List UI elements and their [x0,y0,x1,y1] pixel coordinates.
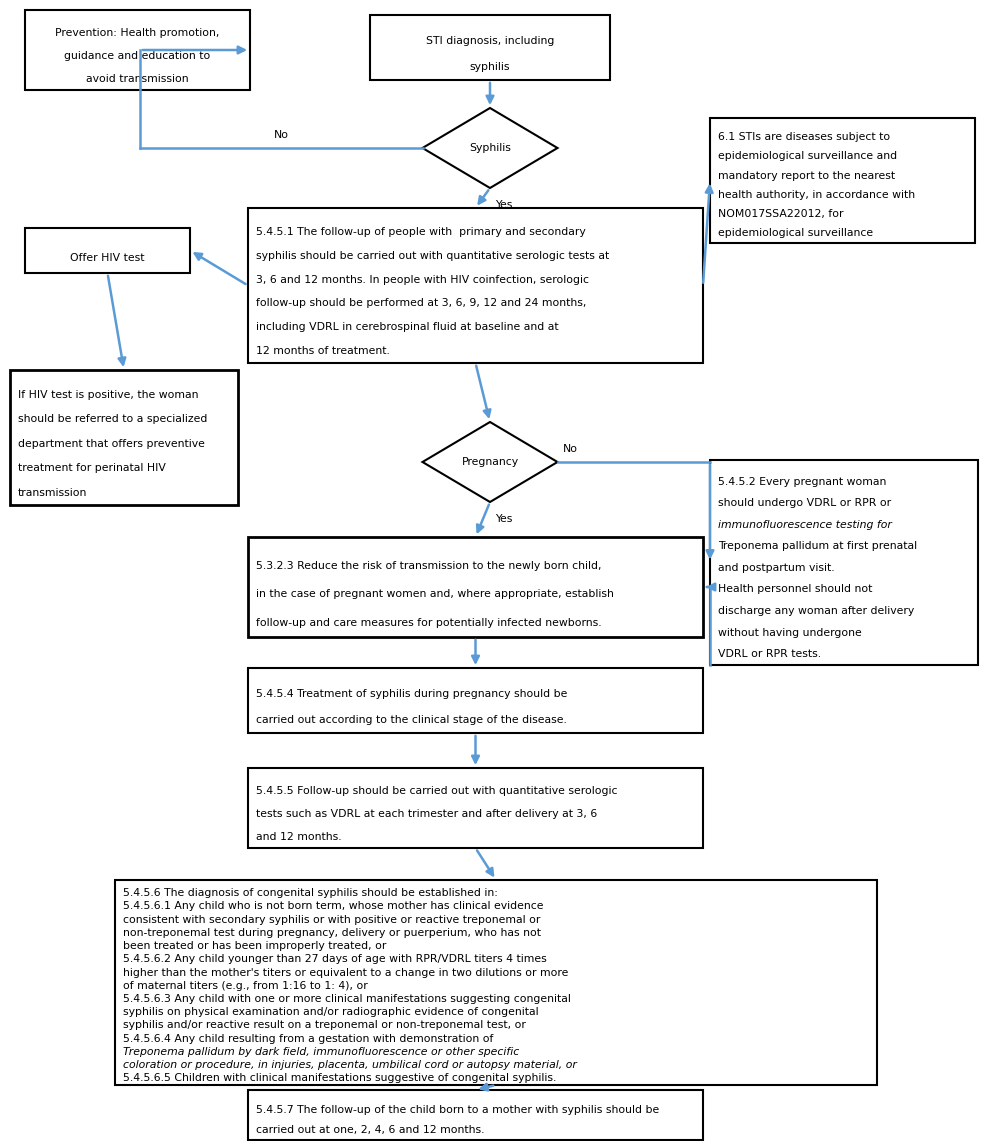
Text: discharge any woman after delivery: discharge any woman after delivery [718,606,914,616]
Text: 5.4.5.6.3 Any child with one or more clinical manifestations suggesting congenit: 5.4.5.6.3 Any child with one or more cli… [123,994,571,1004]
Polygon shape [422,108,558,188]
Text: consistent with secondary syphilis or with positive or reactive treponemal or: consistent with secondary syphilis or wi… [123,915,541,924]
Text: carried out at one, 2, 4, 6 and 12 months.: carried out at one, 2, 4, 6 and 12 month… [256,1125,484,1135]
Text: 5.3.2.3 Reduce the risk of transmission to the newly born child,: 5.3.2.3 Reduce the risk of transmission … [256,560,601,570]
Bar [25,228,190,273]
Text: Treponema pallidum by dark field, immunofluorescence or other specific: Treponema pallidum by dark field, immuno… [123,1047,519,1057]
Text: 5.4.5.6.1 Any child who is not born term, whose mother has clinical evidence: 5.4.5.6.1 Any child who is not born term… [123,901,544,912]
Text: 12 months of treatment.: 12 months of treatment. [256,346,390,356]
Text: avoid transmission: avoid transmission [86,73,189,83]
Text: been treated or has been improperly treated, or: been treated or has been improperly trea… [123,941,387,952]
Text: Yes: Yes [495,513,512,524]
Text: Yes: Yes [495,200,512,210]
Text: 5.4.5.2 Every pregnant woman: 5.4.5.2 Every pregnant woman [718,477,887,486]
Text: health authority, in accordance with: health authority, in accordance with [718,189,915,200]
Text: syphilis and/or reactive result on a treponemal or non-treponemal test, or: syphilis and/or reactive result on a tre… [123,1020,526,1030]
Text: Prevention: Health promotion,: Prevention: Health promotion, [56,27,220,38]
Text: syphilis: syphilis [470,62,510,72]
Text: 3, 6 and 12 months. In people with HIV coinfection, serologic: 3, 6 and 12 months. In people with HIV c… [256,275,589,284]
Text: transmission: transmission [18,487,87,497]
Bar [25,10,250,90]
Text: VDRL or RPR tests.: VDRL or RPR tests. [718,649,821,659]
Text: 5.4.5.6 The diagnosis of congenital syphilis should be established in:: 5.4.5.6 The diagnosis of congenital syph… [123,888,498,898]
Text: tests such as VDRL at each trimester and after delivery at 3, 6: tests such as VDRL at each trimester and… [256,809,597,819]
Bar [710,118,975,243]
Text: without having undergone: without having undergone [718,628,862,638]
Text: STI diagnosis, including: STI diagnosis, including [425,37,555,46]
Bar [10,370,238,505]
Text: carried out according to the clinical stage of the disease.: carried out according to the clinical st… [256,715,567,725]
Bar [370,15,610,80]
Text: Offer HIV test: Offer HIV test [71,253,145,262]
Bar [248,537,703,637]
Bar [248,667,703,733]
Text: No: No [273,130,288,140]
Text: immunofluorescence testing for: immunofluorescence testing for [718,520,892,529]
Text: 6.1 STIs are diseases subject to: 6.1 STIs are diseases subject to [718,132,890,143]
Text: 5.4.5.7 The follow-up of the child born to a mother with syphilis should be: 5.4.5.7 The follow-up of the child born … [256,1104,659,1115]
Bar [115,880,877,1085]
Text: 5.4.5.6.5 Children with clinical manifestations suggestive of congenital syphili: 5.4.5.6.5 Children with clinical manifes… [123,1074,557,1084]
Text: 5.4.5.5 Follow-up should be carried out with quantitative serologic: 5.4.5.5 Follow-up should be carried out … [256,786,617,796]
Text: syphilis on physical examination and/or radiographic evidence of congenital: syphilis on physical examination and/or … [123,1008,539,1018]
Text: follow-up and care measures for potentially infected newborns.: follow-up and care measures for potentia… [256,617,601,628]
Text: treatment for perinatal HIV: treatment for perinatal HIV [18,463,166,474]
Bar [248,208,703,363]
Bar [248,768,703,848]
Text: coloration or procedure, in injuries, placenta, umbilical cord or autopsy materi: coloration or procedure, in injuries, pl… [123,1060,577,1070]
Text: epidemiological surveillance: epidemiological surveillance [718,228,873,238]
Text: including VDRL in cerebrospinal fluid at baseline and at: including VDRL in cerebrospinal fluid at… [256,322,559,332]
Text: and postpartum visit.: and postpartum visit. [718,563,835,573]
Text: in the case of pregnant women and, where appropriate, establish: in the case of pregnant women and, where… [256,589,614,599]
Text: 5.4.5.6.2 Any child younger than 27 days of age with RPR/VDRL titers 4 times: 5.4.5.6.2 Any child younger than 27 days… [123,954,547,964]
Text: epidemiological surveillance and: epidemiological surveillance and [718,152,898,162]
Text: guidance and education to: guidance and education to [65,50,211,60]
Text: NOM017SSA22012, for: NOM017SSA22012, for [718,209,844,219]
Polygon shape [422,422,558,502]
Text: should be referred to a specialized: should be referred to a specialized [18,414,208,424]
Text: department that offers preventive: department that offers preventive [18,438,205,448]
Text: Pregnancy: Pregnancy [461,458,519,467]
Text: 5.4.5.6.4 Any child resulting from a gestation with demonstration of: 5.4.5.6.4 Any child resulting from a ges… [123,1034,493,1044]
Text: 5.4.5.1 The follow-up of people with  primary and secondary: 5.4.5.1 The follow-up of people with pri… [256,227,585,237]
Bar [710,460,978,665]
Text: should undergo VDRL or RPR or: should undergo VDRL or RPR or [718,499,892,508]
Text: non-treponemal test during pregnancy, delivery or puerperium, who has not: non-treponemal test during pregnancy, de… [123,928,541,938]
Text: follow-up should be performed at 3, 6, 9, 12 and 24 months,: follow-up should be performed at 3, 6, 9… [256,299,586,308]
Text: Syphilis: Syphilis [469,143,511,153]
Text: higher than the mother's titers or equivalent to a change in two dilutions or mo: higher than the mother's titers or equiv… [123,968,569,978]
Text: of maternal titers (e.g., from 1:16 to 1: 4), or: of maternal titers (e.g., from 1:16 to 1… [123,981,368,990]
Text: mandatory report to the nearest: mandatory report to the nearest [718,171,896,180]
Text: 5.4.5.4 Treatment of syphilis during pregnancy should be: 5.4.5.4 Treatment of syphilis during pre… [256,689,568,699]
Text: If HIV test is positive, the woman: If HIV test is positive, the woman [18,389,199,399]
Text: Health personnel should not: Health personnel should not [718,584,873,594]
Bar [248,1090,703,1140]
Text: Treponema pallidum at first prenatal: Treponema pallidum at first prenatal [718,541,917,551]
Text: and 12 months.: and 12 months. [256,832,342,842]
Text: syphilis should be carried out with quantitative serologic tests at: syphilis should be carried out with quan… [256,251,609,260]
Text: No: No [563,444,578,454]
